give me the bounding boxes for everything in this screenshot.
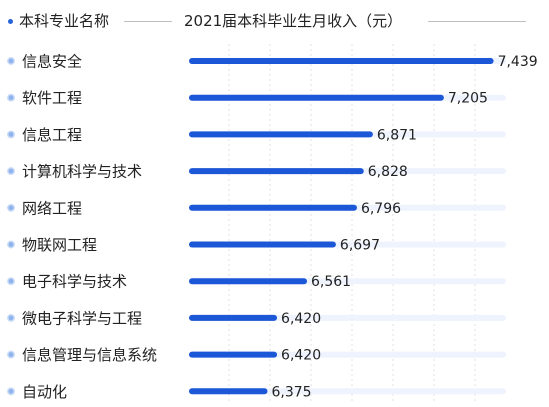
category-label: 自动化 — [22, 383, 67, 401]
bar — [189, 314, 278, 321]
category-label: 物联网工程 — [22, 236, 97, 254]
bar — [189, 351, 278, 358]
value-label: 7,205 — [448, 91, 488, 107]
income-column-header: 2021届本科毕业生月收入（元） — [184, 12, 403, 30]
bar — [189, 94, 444, 101]
category-label: 网络工程 — [22, 199, 82, 217]
row-bullet-icon — [7, 93, 15, 102]
bar — [189, 388, 268, 395]
value-label: 6,420 — [281, 311, 321, 327]
bar — [189, 131, 373, 138]
bar — [189, 204, 357, 211]
value-label: 6,375 — [271, 384, 311, 400]
bar — [189, 168, 364, 175]
major-column-header: 本科专业名称 — [19, 12, 110, 30]
header-divider — [124, 21, 172, 22]
row-bullet-icon — [7, 240, 15, 249]
row-bullet-icon — [7, 313, 15, 322]
value-label: 6,796 — [361, 201, 401, 217]
category-label: 电子科学与技术 — [22, 273, 127, 291]
category-label: 微电子科学与工程 — [22, 309, 142, 327]
bar — [189, 241, 336, 248]
header-divider — [428, 21, 526, 22]
row-bullet-icon — [7, 387, 15, 396]
row-bullet-icon — [7, 130, 15, 139]
value-label: 6,828 — [368, 164, 408, 180]
value-label: 6,871 — [377, 127, 417, 143]
category-label: 软件工程 — [22, 89, 82, 107]
value-label: 7,439 — [498, 54, 538, 70]
bar-track — [189, 388, 506, 395]
category-label: 计算机科学与技术 — [22, 163, 142, 181]
category-label: 信息管理与信息系统 — [22, 346, 157, 364]
row-bullet-icon — [7, 203, 15, 212]
row-bullet-icon — [7, 57, 15, 65]
value-label: 6,697 — [340, 238, 380, 254]
header-bullet-icon — [8, 19, 13, 24]
row-bullet-icon — [7, 350, 15, 359]
category-label: 信息工程 — [22, 126, 82, 144]
row-bullet-icon — [7, 167, 15, 176]
row-bullet-icon — [7, 277, 15, 286]
bar — [189, 278, 308, 285]
category-label: 信息安全 — [22, 53, 82, 71]
value-label: 6,561 — [311, 274, 351, 290]
table-header: 本科专业名称 2021届本科毕业生月收入（元） — [0, 0, 549, 40]
value-label: 6,420 — [281, 348, 321, 364]
bar — [189, 58, 494, 64]
